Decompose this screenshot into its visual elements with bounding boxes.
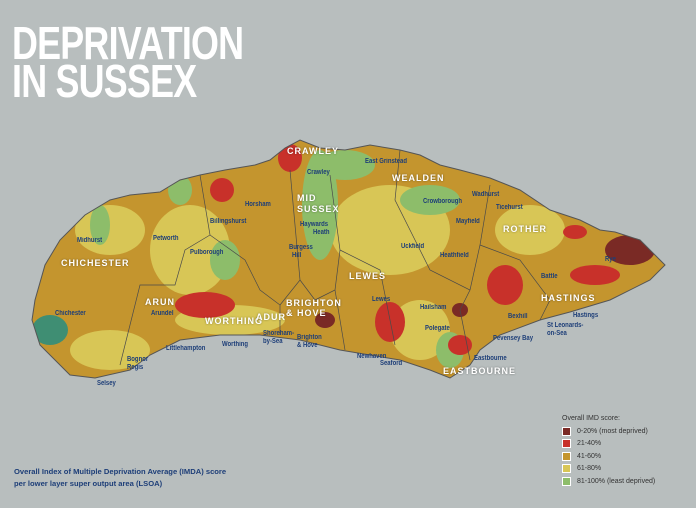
district-crawley: CRAWLEY (287, 146, 339, 156)
legend-swatch (562, 426, 571, 436)
town-polegate: Polegate (425, 325, 450, 332)
district-arun: ARUN (145, 297, 175, 307)
town-crowborough: Crowborough (423, 198, 463, 205)
legend: Overall IMD score: 0-20% (most deprived)… (562, 415, 655, 488)
district-mid-sussex-1: MID (297, 193, 317, 203)
legend-item: 81-100% (least deprived) (562, 475, 655, 488)
town-seaford: Seaford (380, 360, 403, 367)
town-selsey: Selsey (97, 380, 116, 387)
district-wealden: WEALDEN (392, 173, 445, 183)
town-ticehurst: Ticehurst (496, 204, 523, 211)
town-pulborough: Pulborough (190, 249, 224, 256)
town-arundel: Arundel (151, 310, 174, 317)
town-east-grinstead: East Grinstead (365, 158, 408, 165)
title-line-2: IN SUSSEX (12, 55, 197, 107)
town-crawley: Crawley (307, 169, 330, 176)
town-shoreham-2: by-Sea (263, 338, 283, 345)
caption-line-2: per lower layer super output area (LSOA) (14, 479, 163, 488)
district-adur: ADUR (256, 312, 286, 322)
town-chichester: Chichester (55, 310, 86, 317)
town-brighton-2: & Hove (297, 342, 318, 349)
town-shoreham-1: Shoreham- (263, 330, 295, 337)
town-battle: Battle (541, 273, 558, 280)
town-st-leonards-2: on-Sea (547, 330, 567, 337)
district-mid-sussex-2: SUSSEX (297, 204, 340, 214)
town-st-leonards-1: St Leonards- (547, 322, 584, 329)
town-haywards-1: Haywards (300, 221, 329, 228)
town-worthing: Worthing (222, 341, 249, 348)
district-eastbourne: EASTBOURNE (443, 366, 517, 376)
town-rye: Rye (605, 256, 616, 263)
legend-item: 61-80% (562, 463, 655, 476)
legend-item: 0-20% (most deprived) (562, 425, 655, 438)
district-lewes: LEWES (349, 271, 387, 281)
town-heathfield: Heathfield (440, 252, 469, 259)
town-bexhill: Bexhill (508, 313, 528, 320)
town-wadhurst: Wadhurst (472, 191, 500, 198)
legend-item: 41-60% (562, 450, 655, 463)
town-bognor-1: Bognor (127, 356, 149, 363)
town-littlehampton: Littlehampton (166, 345, 206, 352)
district-brighton-2: & HOVE (286, 308, 327, 318)
town-burgess-2: Hill (292, 252, 302, 259)
district-brighton-1: BRIGHTON (286, 298, 342, 308)
legend-item: 21-40% (562, 438, 655, 451)
town-eastbourne: Eastbourne (474, 355, 507, 362)
town-haywards-2: Heath (313, 229, 330, 236)
district-boundaries (119, 149, 551, 366)
town-uckfield: Uckfield (401, 243, 425, 250)
town-bognor-2: Regis (127, 364, 144, 371)
legend-label: 0-20% (most deprived) (577, 427, 648, 435)
legend-swatch (562, 439, 571, 449)
town-petworth: Petworth (153, 235, 179, 242)
town-lewes: Lewes (372, 296, 391, 303)
legend-label: 41-60% (577, 452, 602, 460)
town-mayfield: Mayfield (456, 218, 480, 225)
district-worthing: WORTHING (205, 316, 263, 326)
legend-swatch (562, 464, 571, 474)
district-hastings: HASTINGS (541, 293, 596, 303)
town-newhaven: Newhaven (357, 353, 387, 360)
district-chichester: CHICHESTER (61, 258, 130, 268)
legend-label: 81-100% (least deprived) (577, 477, 656, 485)
town-horsham: Horsham (245, 201, 271, 208)
legend-title: Overall IMD score: (562, 415, 620, 422)
town-hastings: Hastings (573, 312, 599, 319)
town-brighton-1: Brighton (297, 334, 322, 341)
legend-swatch (562, 451, 571, 461)
caption-line-1: Overall Index of Multiple Deprivation Av… (14, 467, 227, 476)
town-pevensey-bay: Pevensey Bay (493, 335, 534, 342)
legend-label: 21-40% (577, 440, 602, 448)
map-caption: Overall Index of Multiple Deprivation Av… (14, 466, 226, 490)
town-hailsham: Hailsham (420, 304, 447, 311)
town-midhurst: Midhurst (77, 237, 103, 244)
county-outline (31, 139, 666, 379)
legend-label: 61-80% (577, 465, 602, 473)
title-line-1: DEPRIVATION (12, 17, 244, 69)
town-billingshurst: Billingshurst (210, 218, 247, 225)
town-burgess-1: Burgess (289, 244, 313, 251)
legend-swatch (562, 476, 571, 486)
district-rother: ROTHER (503, 224, 547, 234)
